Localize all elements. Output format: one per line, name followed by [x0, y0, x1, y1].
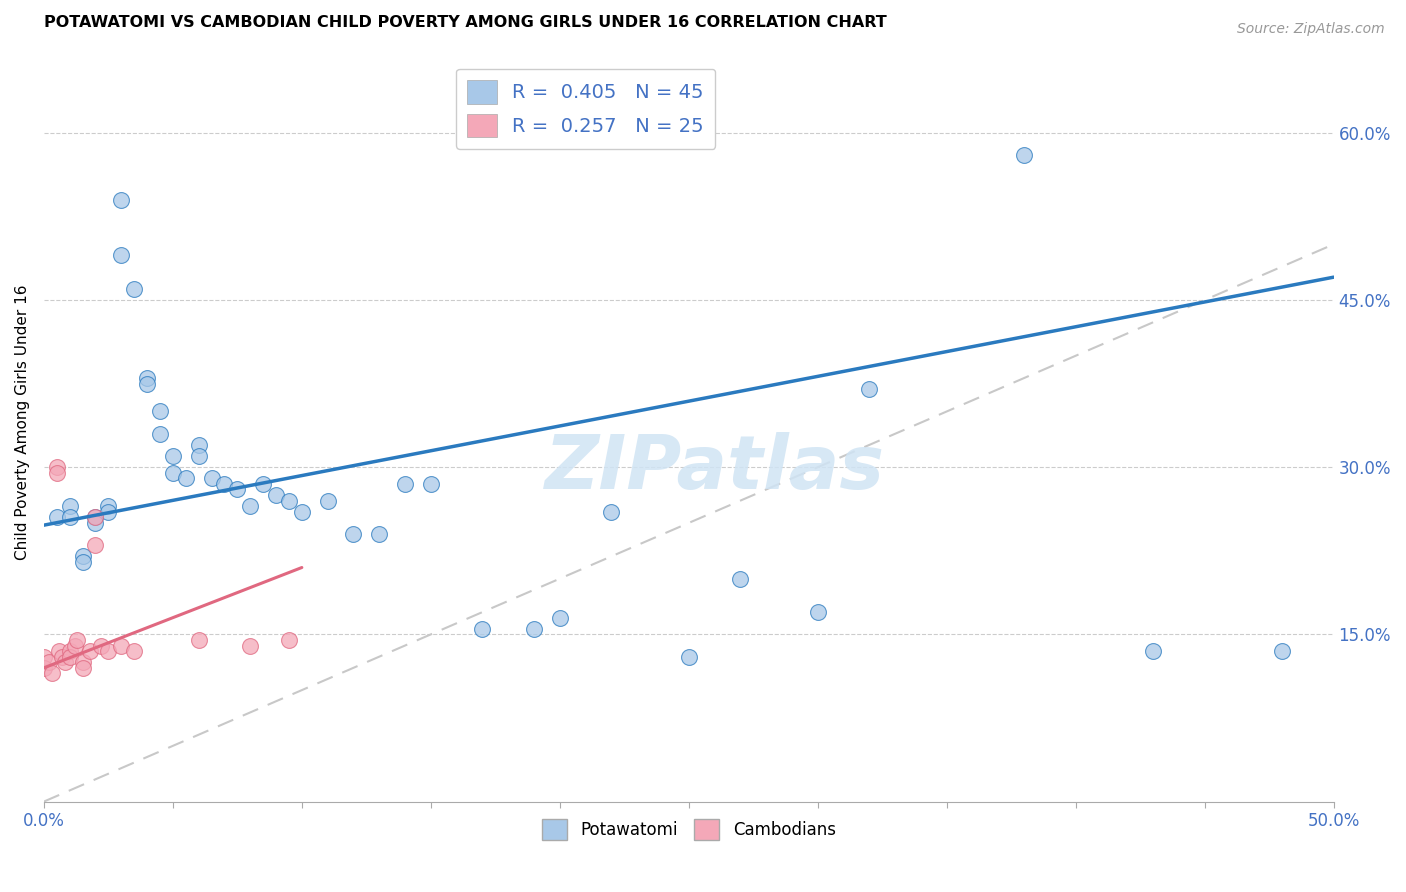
Point	[278, 493, 301, 508]
Point	[110, 248, 132, 262]
Point	[162, 449, 184, 463]
Point	[84, 510, 107, 524]
Point	[162, 466, 184, 480]
Point	[53, 655, 76, 669]
Point	[200, 471, 222, 485]
Point	[136, 371, 159, 385]
Point	[419, 477, 441, 491]
Point	[858, 382, 880, 396]
Point	[41, 666, 63, 681]
Point	[394, 477, 416, 491]
Point	[368, 527, 391, 541]
Point	[110, 193, 132, 207]
Point	[122, 282, 145, 296]
Point	[32, 661, 55, 675]
Point	[600, 505, 623, 519]
Point	[264, 488, 287, 502]
Point	[291, 505, 314, 519]
Point	[51, 649, 73, 664]
Point	[187, 632, 209, 647]
Point	[122, 644, 145, 658]
Point	[59, 644, 82, 658]
Point	[807, 605, 830, 619]
Point	[97, 500, 120, 514]
Point	[45, 460, 67, 475]
Point	[38, 655, 60, 669]
Point	[84, 516, 107, 530]
Point	[239, 500, 262, 514]
Point	[678, 649, 700, 664]
Point	[187, 438, 209, 452]
Point	[548, 610, 571, 624]
Point	[174, 471, 197, 485]
Point	[523, 622, 546, 636]
Point	[59, 500, 82, 514]
Point	[136, 376, 159, 391]
Point	[48, 644, 70, 658]
Point	[252, 477, 274, 491]
Point	[72, 661, 94, 675]
Point	[187, 449, 209, 463]
Point	[1142, 644, 1164, 658]
Point	[32, 649, 55, 664]
Point	[1271, 644, 1294, 658]
Point	[72, 655, 94, 669]
Point	[226, 483, 249, 497]
Point	[59, 649, 82, 664]
Point	[90, 639, 112, 653]
Point	[72, 549, 94, 564]
Point	[79, 644, 101, 658]
Point	[45, 466, 67, 480]
Legend: Potawatomi, Cambodians: Potawatomi, Cambodians	[536, 813, 842, 847]
Point	[471, 622, 494, 636]
Point	[316, 493, 339, 508]
Point	[45, 510, 67, 524]
Point	[110, 639, 132, 653]
Point	[149, 404, 172, 418]
Point	[66, 632, 89, 647]
Point	[59, 510, 82, 524]
Point	[97, 644, 120, 658]
Point	[1012, 148, 1035, 162]
Point	[84, 538, 107, 552]
Text: ZIPatlas: ZIPatlas	[544, 432, 884, 505]
Point	[84, 510, 107, 524]
Point	[149, 426, 172, 441]
Point	[342, 527, 364, 541]
Point	[63, 639, 86, 653]
Y-axis label: Child Poverty Among Girls Under 16: Child Poverty Among Girls Under 16	[15, 285, 30, 560]
Point	[730, 572, 752, 586]
Point	[278, 632, 301, 647]
Point	[72, 555, 94, 569]
Text: POTAWATOMI VS CAMBODIAN CHILD POVERTY AMONG GIRLS UNDER 16 CORRELATION CHART: POTAWATOMI VS CAMBODIAN CHILD POVERTY AM…	[44, 15, 887, 30]
Point	[97, 505, 120, 519]
Point	[239, 639, 262, 653]
Point	[214, 477, 236, 491]
Text: Source: ZipAtlas.com: Source: ZipAtlas.com	[1237, 22, 1385, 37]
